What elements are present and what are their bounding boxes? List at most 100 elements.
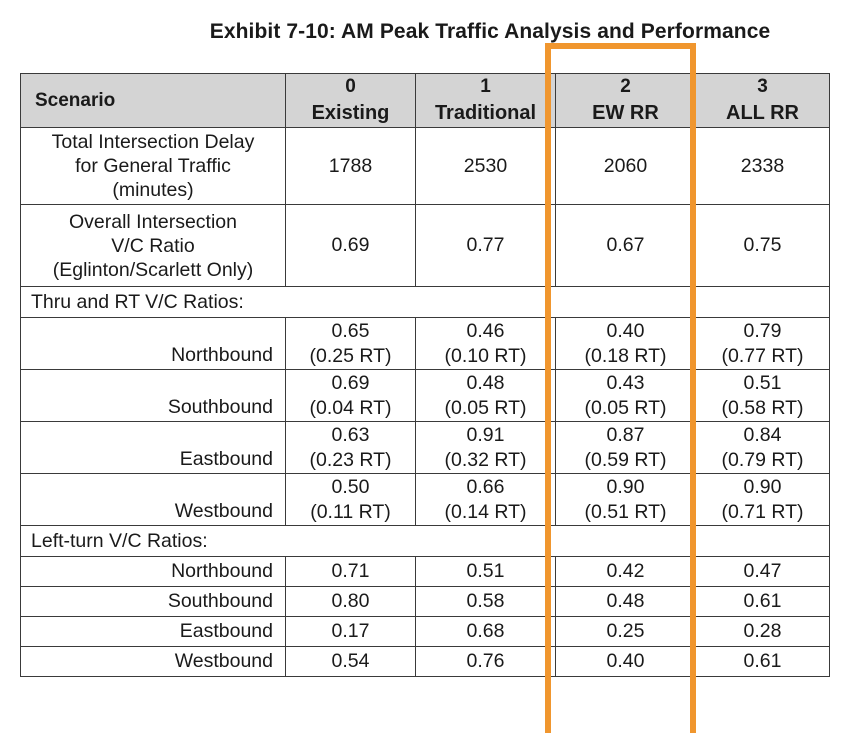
vc-value: 0.84 xyxy=(743,423,782,446)
col-number-0: 0 xyxy=(285,73,416,100)
table-cell: 0.61 xyxy=(695,646,830,677)
rt-value: (0.05 RT) xyxy=(444,396,527,419)
table-row: Westbound 0.54 0.76 0.40 0.61 xyxy=(20,646,830,677)
table-cell: 0.25 xyxy=(555,616,696,647)
rt-value: (0.14 RT) xyxy=(444,500,527,523)
col-name-existing: Existing xyxy=(285,100,416,128)
vc-value: 0.46 xyxy=(466,319,505,342)
direction-label: Eastbound xyxy=(20,421,286,474)
table-row: Northbound 0.71 0.51 0.42 0.47 xyxy=(20,556,830,587)
vc-value: 0.50 xyxy=(331,475,370,498)
vc-ratio-row: Overall Intersection V/C Ratio (Eglinton… xyxy=(20,204,830,287)
vc-value: 0.65 xyxy=(331,319,370,342)
rt-value: (0.23 RT) xyxy=(309,448,392,471)
rt-value: (0.10 RT) xyxy=(444,344,527,367)
table-cell: 0.48 (0.05 RT) xyxy=(415,369,556,422)
left-turn-section-heading: Left-turn V/C Ratios: xyxy=(20,525,830,557)
table-cell: 0.46 (0.10 RT) xyxy=(415,317,556,370)
table-cell: 0.67 xyxy=(555,204,696,287)
col-name-all-rr: ALL RR xyxy=(695,100,830,128)
table-cell: 0.40 xyxy=(555,646,696,677)
table-cell: 0.84 (0.79 RT) xyxy=(695,421,830,474)
scenario-header: Scenario xyxy=(20,73,286,128)
rt-value: (0.05 RT) xyxy=(584,396,667,419)
table-cell: 0.40 (0.18 RT) xyxy=(555,317,696,370)
rt-value: (0.18 RT) xyxy=(584,344,667,367)
thru-rt-rows: Northbound 0.65 (0.25 RT) 0.46 (0.10 RT) 0.40… xyxy=(20,317,830,526)
table-cell: 0.42 xyxy=(555,556,696,587)
table-cell: 0.68 xyxy=(415,616,556,647)
table-cell: 0.43 (0.05 RT) xyxy=(555,369,696,422)
direction-label: Southbound xyxy=(20,586,286,617)
table-cell: 0.90 (0.51 RT) xyxy=(555,473,696,526)
table-row: Eastbound 0.63 (0.23 RT) 0.91 (0.32 RT) 0.87(… xyxy=(20,421,830,474)
col-name-traditional: Traditional xyxy=(415,100,556,128)
table-cell: 0.77 xyxy=(415,204,556,287)
table-cell: 0.17 xyxy=(285,616,416,647)
table-cell: 2338 xyxy=(695,127,830,205)
direction-label: Northbound xyxy=(20,556,286,587)
table-cell: 0.47 xyxy=(695,556,830,587)
delay-row: Total Intersection Delay for General Tra… xyxy=(20,127,830,205)
table-cell: 0.76 xyxy=(415,646,556,677)
exhibit-title: Exhibit 7-10: AM Peak Traffic Analysis a… xyxy=(209,20,771,43)
table-cell: 1788 xyxy=(285,127,416,205)
table-cell: 0.80 xyxy=(285,586,416,617)
rt-value: (0.25 RT) xyxy=(309,344,392,367)
rt-value: (0.77 RT) xyxy=(721,344,804,367)
direction-label: Westbound xyxy=(20,646,286,677)
table-cell: 0.71 xyxy=(285,556,416,587)
vc-value: 0.90 xyxy=(606,475,645,498)
rt-value: (0.71 RT) xyxy=(721,500,804,523)
table-cell: 0.63 (0.23 RT) xyxy=(285,421,416,474)
table-cell: 0.58 xyxy=(415,586,556,617)
table-cell: 0.48 xyxy=(555,586,696,617)
table-cell: 0.90 (0.71 RT) xyxy=(695,473,830,526)
vc-value: 0.40 xyxy=(606,319,645,342)
direction-label: Northbound xyxy=(20,317,286,370)
rt-value: (0.58 RT) xyxy=(721,396,804,419)
delay-row-label: Total Intersection Delay for General Tra… xyxy=(20,127,286,205)
rt-value: (0.11 RT) xyxy=(310,500,391,523)
table-cell: 0.51 (0.58 RT) xyxy=(695,369,830,422)
vc-value: 0.66 xyxy=(466,475,505,498)
direction-label: Southbound xyxy=(20,369,286,422)
vc-value: 0.43 xyxy=(606,371,645,394)
col-number-2: 2 xyxy=(555,73,696,100)
table-cell: 0.69 xyxy=(285,204,416,287)
rt-value: (0.59 RT) xyxy=(584,448,667,471)
table-cell: 0.79 (0.77 RT) xyxy=(695,317,830,370)
table-row: Southbound 0.80 0.58 0.48 0.61 xyxy=(20,586,830,617)
rt-value: (0.32 RT) xyxy=(444,448,527,471)
vc-value: 0.48 xyxy=(466,371,505,394)
table-cell: 0.75 xyxy=(695,204,830,287)
vc-value: 0.51 xyxy=(743,371,782,394)
vc-value: 0.91 xyxy=(466,423,505,446)
vc-value: 0.87 xyxy=(606,423,645,446)
table-cell: 0.69 (0.04 RT) xyxy=(285,369,416,422)
table-row: Northbound 0.65 (0.25 RT) 0.46 (0.10 RT) 0.40… xyxy=(20,317,830,370)
table-cell: 0.87 (0.59 RT) xyxy=(555,421,696,474)
rt-value: (0.51 RT) xyxy=(584,500,667,523)
col-name-ew-rr: EW RR xyxy=(555,100,696,128)
traffic-analysis-table: Scenario 0 1 2 3 Existing Traditional EW… xyxy=(20,73,830,677)
table-row: Westbound 0.50 (0.11 RT) 0.66 (0.14 RT) 0.90(… xyxy=(20,473,830,526)
col-number-3: 3 xyxy=(695,73,830,100)
table-cell: 0.28 xyxy=(695,616,830,647)
table-cell: 2060 xyxy=(555,127,696,205)
vc-value: 0.90 xyxy=(743,475,782,498)
col-number-1: 1 xyxy=(415,73,556,100)
table-row: Southbound 0.69 (0.04 RT) 0.48 (0.05 RT) 0.43… xyxy=(20,369,830,422)
direction-label: Westbound xyxy=(20,473,286,526)
table-cell: 0.65 (0.25 RT) xyxy=(285,317,416,370)
vc-value: 0.63 xyxy=(331,423,370,446)
table-cell: 0.61 xyxy=(695,586,830,617)
table-cell: 0.51 xyxy=(415,556,556,587)
vc-value: 0.69 xyxy=(331,371,370,394)
table-cell: 2530 xyxy=(415,127,556,205)
table-cell: 0.66 (0.14 RT) xyxy=(415,473,556,526)
left-turn-rows: Northbound 0.71 0.51 0.42 0.47 Southbound 0.80… xyxy=(20,556,830,677)
table-cell: 0.54 xyxy=(285,646,416,677)
vc-value: 0.79 xyxy=(743,319,782,342)
table-cell: 0.91 (0.32 RT) xyxy=(415,421,556,474)
